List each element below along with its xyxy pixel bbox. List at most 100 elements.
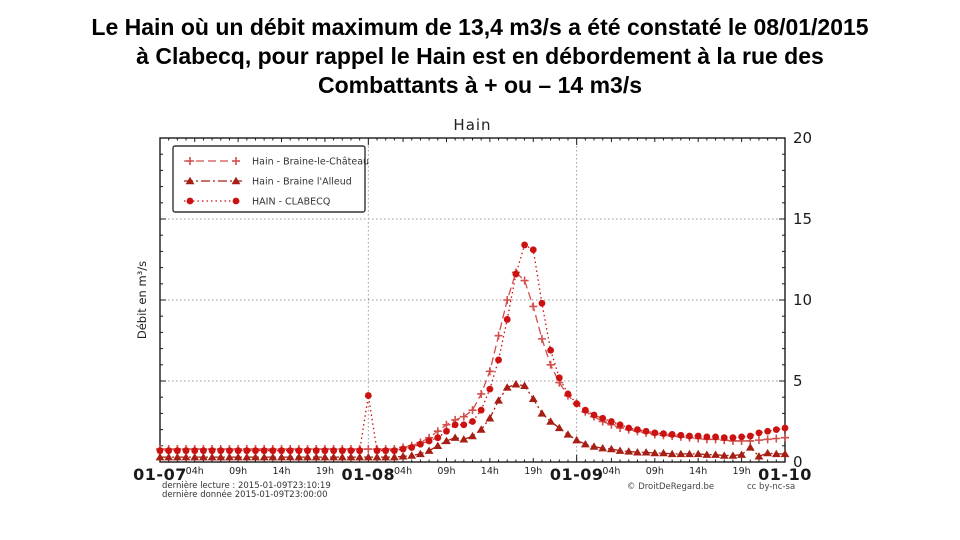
- triangle-marker: [231, 176, 241, 185]
- circle-marker: [703, 433, 711, 441]
- circle-marker: [156, 447, 164, 455]
- triangle-marker: [511, 380, 521, 388]
- circle-marker: [321, 447, 329, 455]
- circle-marker: [694, 432, 702, 440]
- triangle-marker: [771, 449, 781, 458]
- plus-marker: [537, 334, 546, 343]
- circle-marker: [269, 447, 277, 455]
- plus-marker: [468, 406, 477, 415]
- x-hour-label: 09h: [229, 466, 247, 477]
- circle-marker: [364, 392, 372, 399]
- triangle-marker: [442, 436, 451, 445]
- triangle-marker: [485, 414, 495, 422]
- triangle-marker: [155, 452, 165, 461]
- triangle-marker: [199, 452, 208, 461]
- footer-last-reading: dernière lecture : 2015-01-09T23:10:19: [162, 480, 331, 491]
- circle-marker: [191, 447, 199, 455]
- circle-marker: [486, 385, 494, 393]
- triangle-marker: [207, 452, 217, 461]
- legend-label: Hain - Braine l'Alleud: [252, 177, 352, 188]
- plus-marker: [763, 435, 772, 444]
- circle-marker: [312, 447, 320, 455]
- circle-marker: [234, 447, 242, 455]
- triangle-marker: [303, 452, 312, 461]
- plus-marker: [546, 360, 555, 369]
- triangle-marker: [225, 452, 234, 461]
- footer-license: cc by-nc-sa: [747, 482, 795, 492]
- circle-marker: [217, 447, 225, 455]
- x-hour-label: 14h: [481, 466, 499, 477]
- circle-marker: [417, 440, 424, 448]
- triangle-marker: [294, 452, 304, 461]
- circle-marker: [232, 197, 240, 205]
- triangle-marker: [277, 452, 286, 461]
- circle-marker: [599, 414, 607, 422]
- triangle-marker: [172, 452, 182, 461]
- triangle-marker: [242, 452, 252, 461]
- y-tick-label: 15: [793, 210, 812, 228]
- triangle-marker: [181, 452, 191, 461]
- triangle-marker: [407, 451, 417, 459]
- circle-marker: [165, 447, 173, 455]
- circle-marker: [660, 430, 667, 438]
- y-tick-label: 20: [793, 129, 812, 147]
- x-day-label: 01-08: [341, 465, 395, 484]
- plus-marker: [529, 302, 538, 311]
- triangle-marker: [554, 423, 564, 432]
- triangle-marker: [615, 446, 625, 454]
- legend-entry-braine-l-alleud: [184, 176, 242, 185]
- footer-last-data: dernière donnée 2015-01-09T23:00:00: [162, 489, 327, 500]
- triangle-marker: [164, 452, 174, 461]
- plot-border: [159, 137, 786, 463]
- circle-marker: [477, 406, 485, 414]
- circle-marker: [338, 447, 346, 455]
- triangle-marker: [398, 452, 408, 460]
- circle-marker: [607, 418, 615, 425]
- triangle-marker: [329, 452, 339, 461]
- triangle-marker: [216, 452, 226, 461]
- triangle-marker: [780, 449, 790, 458]
- circle-marker: [616, 421, 624, 429]
- triangle-marker: [563, 430, 573, 438]
- triangle-marker: [389, 452, 399, 461]
- y-axis-label: Débit en m³/s: [135, 261, 149, 339]
- triangle-marker: [737, 450, 746, 458]
- x-hour-label: 14h: [689, 466, 707, 477]
- triangle-marker: [693, 449, 703, 458]
- plus-marker: [364, 445, 373, 454]
- circle-marker: [425, 437, 433, 445]
- triangle-marker: [233, 452, 243, 461]
- circle-marker: [304, 447, 311, 455]
- triangle-marker: [416, 449, 425, 458]
- circle-marker: [521, 241, 528, 249]
- circle-marker: [460, 421, 468, 429]
- plus-marker: [503, 296, 512, 304]
- triangle-marker: [433, 441, 443, 449]
- x-day-label: 01-07: [133, 465, 187, 484]
- x-day-label: 01-09: [550, 465, 604, 484]
- circle-marker: [712, 433, 719, 441]
- circle-marker: [512, 270, 520, 278]
- circle-marker: [781, 424, 789, 432]
- triangle-marker: [346, 452, 356, 461]
- circle-marker: [755, 429, 763, 437]
- circle-marker: [399, 445, 407, 453]
- circle-marker: [278, 447, 285, 455]
- triangle-marker: [667, 449, 677, 458]
- circle-marker: [200, 447, 207, 455]
- circle-marker: [243, 447, 251, 455]
- triangle-marker: [633, 448, 642, 456]
- circle-marker: [286, 447, 294, 455]
- plus-marker: [186, 157, 194, 165]
- footer-copyright: © DroitDeRegard.be: [627, 482, 714, 492]
- triangle-marker: [702, 450, 712, 458]
- plus-marker: [754, 436, 763, 445]
- x-hour-label: 19h: [524, 466, 542, 477]
- circle-marker: [295, 447, 303, 455]
- grid-lines: [160, 138, 785, 462]
- x-hour-label: 04h: [186, 466, 204, 477]
- triangle-marker: [311, 452, 321, 461]
- x-hour-label: 04h: [602, 466, 620, 477]
- triangle-marker: [468, 431, 477, 440]
